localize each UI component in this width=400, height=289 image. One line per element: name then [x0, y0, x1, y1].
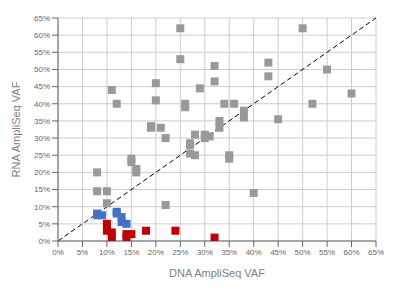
svg-text:35%: 35%	[221, 248, 237, 257]
svg-text:45%: 45%	[34, 82, 50, 91]
svg-text:20%: 20%	[34, 168, 50, 177]
svg-text:50%: 50%	[295, 248, 311, 257]
svg-text:RNA AmpliSeq VAF: RNA AmpliSeq VAF	[10, 81, 22, 177]
svg-text:DNA AmpliSeq VAF: DNA AmpliSeq VAF	[169, 267, 265, 279]
svg-text:0%: 0%	[52, 248, 64, 257]
svg-text:40%: 40%	[246, 248, 262, 257]
svg-text:15%: 15%	[123, 248, 139, 257]
svg-text:30%: 30%	[34, 134, 50, 143]
svg-text:45%: 45%	[270, 248, 286, 257]
svg-text:65%: 65%	[368, 248, 384, 257]
svg-text:60%: 60%	[34, 31, 50, 40]
svg-text:65%: 65%	[34, 14, 50, 23]
svg-text:15%: 15%	[34, 185, 50, 194]
svg-text:40%: 40%	[34, 100, 50, 109]
svg-text:5%: 5%	[38, 220, 50, 229]
svg-text:0%: 0%	[38, 237, 50, 246]
svg-text:10%: 10%	[34, 203, 50, 212]
svg-text:55%: 55%	[34, 48, 50, 57]
svg-text:25%: 25%	[172, 248, 188, 257]
svg-text:20%: 20%	[148, 248, 164, 257]
svg-text:5%: 5%	[77, 248, 89, 257]
svg-text:60%: 60%	[344, 248, 360, 257]
svg-text:55%: 55%	[319, 248, 335, 257]
svg-text:25%: 25%	[34, 151, 50, 160]
svg-text:50%: 50%	[34, 65, 50, 74]
svg-text:10%: 10%	[99, 248, 115, 257]
svg-text:35%: 35%	[34, 117, 50, 126]
svg-text:30%: 30%	[197, 248, 213, 257]
